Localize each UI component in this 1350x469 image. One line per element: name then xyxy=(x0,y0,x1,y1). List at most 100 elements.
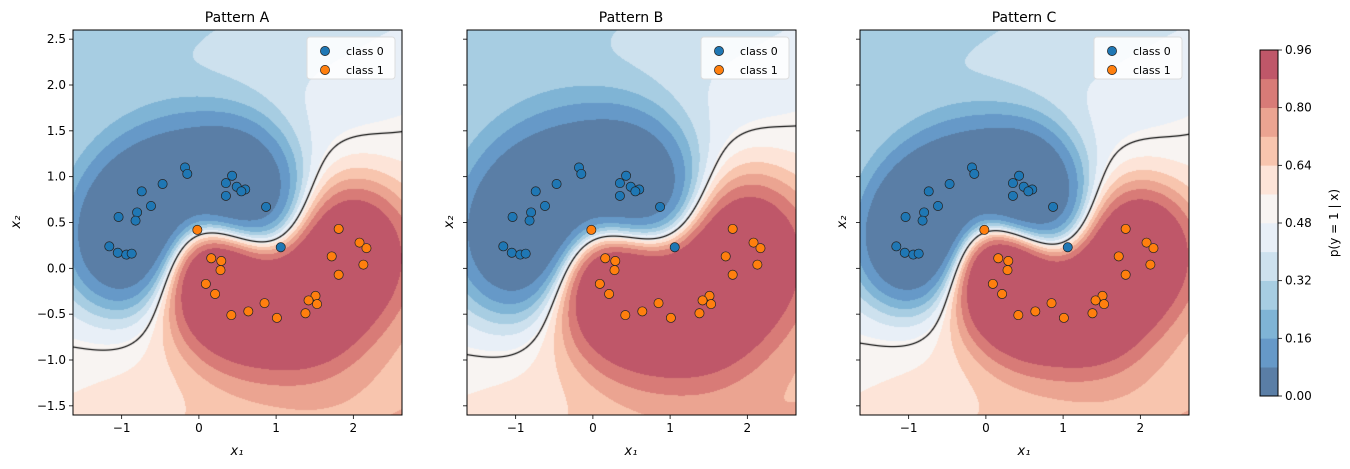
class-1-point xyxy=(358,259,369,270)
colorbar-band xyxy=(1260,50,1278,80)
class-0-point xyxy=(919,207,930,218)
class-1-point xyxy=(1003,256,1014,266)
class-1-point xyxy=(1120,223,1131,234)
class-1-point xyxy=(1058,312,1069,323)
y-axis-label-b: x₂ xyxy=(442,216,457,230)
class-1-point xyxy=(637,306,648,317)
y-axis-label-c: x₂ xyxy=(835,216,850,230)
y-tick-label: −1.0 xyxy=(37,353,66,367)
colorbar-band xyxy=(1260,367,1278,397)
colorbar-tick-label: 0.48 xyxy=(1285,216,1312,230)
legend: class 0 class 1 xyxy=(700,36,790,80)
class-0-point xyxy=(526,207,537,218)
class-0-point xyxy=(969,168,980,179)
class-0-point xyxy=(630,186,641,197)
class-0-point xyxy=(220,190,231,201)
colorbar-band xyxy=(1260,338,1278,368)
x-axis-label-a: x₁ xyxy=(230,444,244,459)
class-1-point xyxy=(586,224,597,235)
class-0-point xyxy=(900,212,911,222)
class-1-point xyxy=(215,265,226,276)
class-0-point xyxy=(614,190,625,201)
colorbar-tick-label: 0.64 xyxy=(1285,158,1312,172)
class-0-point xyxy=(104,241,115,252)
class-1-point xyxy=(604,289,615,299)
class-1-point xyxy=(333,223,344,234)
class-1-point xyxy=(609,265,620,276)
legend-marker-1 xyxy=(714,65,724,75)
class-1-point xyxy=(226,310,237,321)
class-1-point xyxy=(727,223,738,234)
class-1-point xyxy=(1030,306,1041,317)
colorbar-band xyxy=(1260,136,1278,166)
y-tick-label: −0.5 xyxy=(37,307,66,321)
class-0-point xyxy=(227,170,238,181)
x-tick-label: 2 xyxy=(744,421,752,435)
x-tick-label: 2 xyxy=(350,421,358,435)
class-1-point xyxy=(1002,265,1013,276)
legend-label-1: class 1 xyxy=(346,64,384,77)
probability-contour-fill-pattern-c xyxy=(860,30,1189,415)
axes-frame xyxy=(859,29,1190,416)
legend: class 0 class 1 xyxy=(306,36,396,80)
y-tick-label: 1.0 xyxy=(47,170,66,184)
colorbar-tick-label: 0.16 xyxy=(1285,331,1312,345)
class-0-point xyxy=(540,201,550,211)
class-0-point xyxy=(136,186,147,197)
class-0-point xyxy=(669,242,680,253)
class-0-point xyxy=(944,179,955,189)
class-1-point xyxy=(610,256,621,266)
class-0-point xyxy=(1007,190,1018,201)
class-1-point xyxy=(665,312,676,323)
legend-label-1: class 1 xyxy=(740,64,778,77)
class-1-point xyxy=(600,253,611,264)
class-1-point xyxy=(206,253,217,264)
class-1-point xyxy=(326,251,337,262)
class-0-point xyxy=(899,247,910,258)
class-1-point xyxy=(210,289,221,299)
legend-label-0: class 0 xyxy=(740,45,778,58)
class-0-point xyxy=(524,215,535,226)
colorbar-band xyxy=(1260,251,1278,281)
x-tick-label: 0 xyxy=(982,421,990,435)
probability-contour-fill-pattern-a xyxy=(73,30,402,415)
x-tick-label: −1 xyxy=(507,421,525,435)
class-1-point xyxy=(312,299,322,310)
axes-0: −1 0 1 2 −1.5 −1.0 −0.5 0.0 0.5 1.0 1.5 2.0 2.5 class… xyxy=(37,29,403,435)
class-1-point xyxy=(1148,243,1159,254)
y-tick-label: 1.5 xyxy=(47,124,66,138)
class-1-point xyxy=(243,306,254,317)
class-1-point xyxy=(694,308,705,319)
class-1-point xyxy=(1120,269,1131,280)
colorbar-band xyxy=(1260,107,1278,137)
class-0-point xyxy=(1023,186,1034,197)
x-tick-label: 0 xyxy=(195,421,203,435)
x-tick-label: 1 xyxy=(272,421,280,435)
colorbar-tick-label: 0.96 xyxy=(1285,43,1312,57)
x-tick-label: 0 xyxy=(589,421,597,435)
x-axis-label-c: x₁ xyxy=(1017,444,1031,459)
class-1-point xyxy=(1087,308,1098,319)
y-tick-label: −1.5 xyxy=(37,399,66,413)
axes-2: −1 0 1 2 class 0 class 1 xyxy=(856,29,1190,435)
y-tick-label: 2.5 xyxy=(47,32,66,46)
class-1-point xyxy=(271,312,282,323)
class-0-point xyxy=(182,168,193,179)
y-tick-label: 2.0 xyxy=(47,78,66,92)
class-1-point xyxy=(727,269,738,280)
class-0-point xyxy=(157,179,168,189)
class-0-point xyxy=(506,247,517,258)
class-1-point xyxy=(300,308,311,319)
class-0-point xyxy=(498,241,509,252)
class-1-point xyxy=(200,278,211,289)
class-1-point xyxy=(361,243,372,254)
legend-label-0: class 0 xyxy=(1133,45,1171,58)
title-pattern-a: Pattern A xyxy=(205,10,270,26)
legend-marker-1 xyxy=(1107,65,1117,75)
class-1-point xyxy=(997,289,1008,299)
class-1-point xyxy=(354,237,365,248)
legend-label-1: class 1 xyxy=(1133,64,1171,77)
class-0-point xyxy=(1014,170,1025,181)
